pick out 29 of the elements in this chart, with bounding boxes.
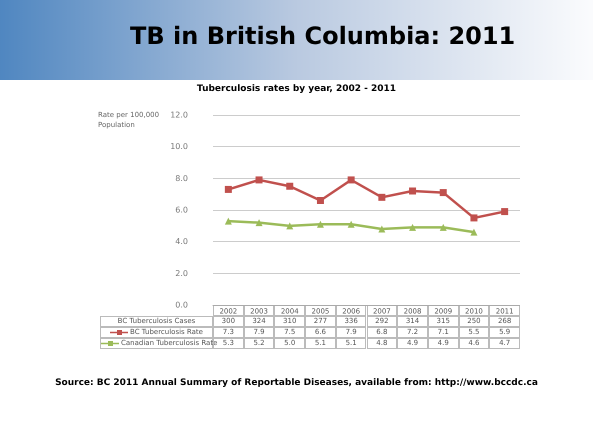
point [501, 208, 508, 216]
y-tick-label: 8.0 [175, 174, 188, 183]
point [316, 220, 324, 228]
point [316, 197, 324, 204]
source-note: Source: BC 2011 Annual Summary of Reportable Diseases, available from: http://www.bccdc.ca [54, 378, 539, 388]
point [470, 228, 478, 236]
point [224, 218, 232, 225]
point [256, 219, 263, 226]
point [348, 220, 355, 228]
y-tick-label: 12.0 [170, 110, 188, 120]
point [378, 226, 386, 232]
point [470, 214, 478, 222]
y-tick-label: 2.0 [175, 268, 188, 278]
chart-subtitle: Tuberculosis rates by year, 2002 - 2011 [196, 84, 398, 94]
y-tick-label: 6.0 [175, 206, 188, 214]
point [286, 222, 294, 230]
point [409, 188, 416, 194]
y-tick-label: 0.0 [175, 300, 188, 310]
point [256, 176, 263, 184]
point [440, 224, 447, 231]
point [348, 176, 355, 184]
point [440, 189, 447, 196]
y-tick-label: 10.0 [170, 142, 188, 152]
point [378, 194, 386, 201]
point [224, 186, 232, 193]
chart-title: TB in British Columbia: 2011 [130, 22, 516, 50]
point [409, 224, 416, 231]
point [286, 182, 294, 190]
y-tick-label: 4.0 [175, 237, 188, 246]
